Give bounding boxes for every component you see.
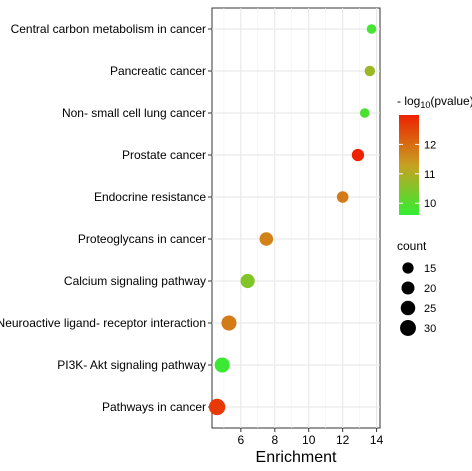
category-label: Pathways in cancer xyxy=(102,400,206,414)
color-legend-bar xyxy=(399,115,419,215)
data-point xyxy=(214,357,230,373)
x-tick-label: 8 xyxy=(271,433,278,447)
size-legend-label: 30 xyxy=(424,323,436,335)
colorbar-tick-label: 11 xyxy=(424,169,435,181)
size-legend-title: count xyxy=(397,239,427,253)
category-label: Endocrine resistance xyxy=(94,190,206,204)
x-axis-title: Enrichment xyxy=(256,449,337,466)
category-label: Pancreatic cancer xyxy=(110,64,206,78)
category-label: Central carbon metabolism in cancer xyxy=(11,22,206,36)
data-points xyxy=(208,24,377,416)
data-point xyxy=(208,398,226,416)
x-tick-label: 6 xyxy=(238,433,245,447)
x-tick-label: 14 xyxy=(370,433,384,447)
data-point xyxy=(359,108,370,118)
size-legend-dot xyxy=(401,281,415,295)
data-point xyxy=(351,148,365,162)
size-legend-dot xyxy=(402,262,414,274)
x-axis-ticks: 6 8 10 12 14 xyxy=(238,428,384,447)
data-point xyxy=(364,65,376,77)
size-legend-items: 15 20 25 30 xyxy=(400,262,436,336)
size-legend-dot xyxy=(400,320,416,336)
category-label: Calcium signaling pathway xyxy=(64,274,206,288)
color-legend-ticks: 10 11 12 xyxy=(399,139,436,210)
color-legend-title-prefix: - log xyxy=(397,94,420,108)
size-legend-label: 20 xyxy=(424,283,436,295)
data-point xyxy=(366,24,377,34)
data-point xyxy=(259,232,274,246)
colorbar-tick-label: 12 xyxy=(424,139,436,151)
size-legend-label: 15 xyxy=(424,263,436,275)
data-point xyxy=(221,315,237,331)
size-legend-dot xyxy=(400,300,416,316)
color-legend-title-suffix: (pvalue) xyxy=(430,94,472,108)
category-label: Prostate cancer xyxy=(122,148,206,162)
data-point xyxy=(336,191,349,203)
x-tick-label: 12 xyxy=(336,433,350,447)
data-point xyxy=(240,273,255,289)
category-label: Neuroactive ligand- receptor interaction xyxy=(0,316,206,330)
colorbar-tick-label: 10 xyxy=(424,198,436,210)
category-label: Non- small cell lung cancer xyxy=(62,106,206,120)
size-legend: count 15 20 25 30 xyxy=(397,239,436,336)
category-label: PI3K- Akt signaling pathway xyxy=(57,358,206,372)
size-legend-label: 25 xyxy=(424,303,436,315)
category-labels: Central carbon metabolism in cancer Pancr… xyxy=(0,22,212,414)
color-legend-title-subscript: 10 xyxy=(420,100,430,110)
plot-panel xyxy=(211,7,381,429)
color-legend-title: - log10(pvalue) xyxy=(397,94,472,110)
x-tick-label: 10 xyxy=(302,433,316,447)
category-label: Proteoglycans in cancer xyxy=(78,232,206,246)
